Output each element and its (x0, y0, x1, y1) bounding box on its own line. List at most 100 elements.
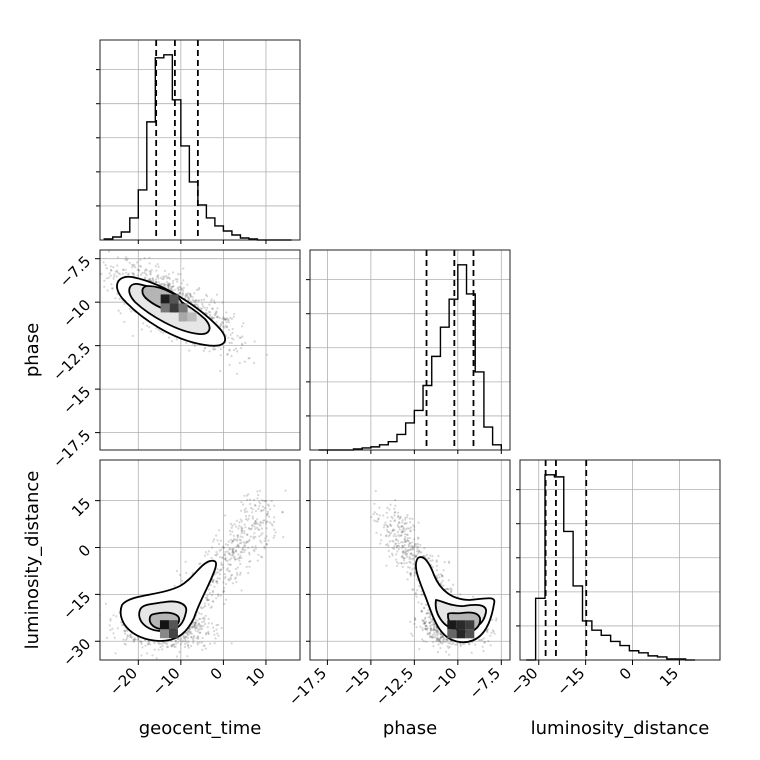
sample-point (204, 551, 208, 554)
sample-point (230, 541, 233, 544)
y-axis-label-phase: phase (22, 323, 43, 377)
sample-point (223, 554, 226, 557)
sample-point (399, 515, 402, 518)
sample-point (237, 553, 240, 556)
sample-point (239, 539, 242, 542)
sample-point (448, 645, 451, 648)
sample-point (432, 623, 435, 626)
sample-point (410, 548, 413, 551)
sample-point (160, 283, 163, 286)
sample-point (131, 263, 134, 266)
sample-point (491, 618, 494, 622)
sample-point (196, 303, 199, 307)
sample-point (155, 280, 158, 283)
sample-point (229, 538, 232, 541)
sample-point (254, 545, 257, 548)
sample-point (122, 268, 125, 271)
sample-point (415, 626, 418, 629)
sample-point (182, 267, 185, 270)
sample-point (116, 269, 119, 272)
sample-point (249, 528, 252, 531)
sample-point (400, 562, 403, 565)
sample-point (198, 617, 201, 621)
sample-point (244, 507, 247, 510)
sample-point (204, 596, 207, 599)
sample-point (196, 619, 199, 622)
sample-point (445, 638, 448, 641)
sample-point (223, 318, 227, 321)
sample-point (177, 288, 181, 291)
sample-point (383, 523, 386, 527)
sample-point (180, 287, 183, 290)
sample-point (184, 643, 187, 646)
sample-point (200, 299, 203, 302)
sample-point (191, 572, 194, 575)
sample-point (433, 628, 436, 632)
sample-point (188, 628, 191, 631)
sample-point (136, 274, 139, 277)
sample-point (245, 540, 248, 543)
sample-point (388, 540, 391, 543)
sample-point (123, 302, 126, 305)
sample-point (407, 540, 410, 543)
sample-point (415, 545, 418, 548)
sample-point (492, 630, 495, 633)
sample-point (94, 291, 96, 293)
sample-point (495, 617, 498, 620)
sample-point (391, 530, 394, 533)
sample-point (430, 636, 434, 639)
sample-point (195, 637, 198, 640)
sample-point (148, 270, 151, 273)
sample-point (417, 521, 420, 524)
sample-point (147, 640, 150, 643)
panel-frame (99, 39, 301, 241)
sample-point (179, 285, 182, 288)
sample-point (260, 510, 263, 513)
sample-point (201, 636, 204, 640)
sample-point (247, 571, 250, 575)
sample-point (395, 546, 398, 549)
sample-point (232, 547, 235, 550)
sample-point (228, 558, 231, 561)
sample-point (483, 641, 486, 644)
sample-point (119, 273, 122, 276)
sample-point (126, 635, 129, 638)
sample-point (166, 283, 169, 286)
sample-point (156, 275, 159, 278)
sample-point (239, 551, 242, 554)
sample-point (112, 632, 115, 635)
sample-point (379, 542, 382, 545)
sample-point (424, 622, 427, 625)
sample-point (257, 553, 260, 556)
sample-point (202, 305, 205, 308)
sample-point (148, 279, 151, 282)
density-cell (168, 629, 178, 639)
sample-point (230, 337, 233, 340)
sample-point (175, 642, 178, 645)
sample-point (141, 272, 144, 275)
sample-point (400, 531, 403, 534)
sample-point (391, 529, 394, 532)
sample-point (425, 627, 428, 631)
sample-point (154, 278, 157, 281)
sample-point (257, 528, 260, 531)
sample-point (241, 536, 244, 539)
sample-point (390, 552, 394, 555)
sample-point (412, 548, 415, 551)
sample-point (231, 582, 234, 585)
sample-point (406, 537, 409, 540)
sample-point (187, 646, 190, 649)
sample-point (235, 525, 238, 528)
sample-point (208, 303, 211, 306)
sample-point (405, 522, 408, 525)
panel-frame (309, 249, 511, 451)
sample-point (240, 501, 243, 504)
sample-point (186, 643, 190, 647)
sample-point (397, 542, 400, 545)
sample-point (209, 311, 212, 314)
sample-point (193, 299, 196, 302)
sample-point (210, 605, 213, 608)
sample-point (386, 516, 389, 519)
sample-point (401, 544, 404, 548)
sample-point (194, 623, 197, 627)
